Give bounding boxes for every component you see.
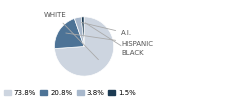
Wedge shape xyxy=(54,17,114,76)
Wedge shape xyxy=(74,17,84,46)
Text: BLACK: BLACK xyxy=(85,23,144,56)
Text: WHITE: WHITE xyxy=(44,12,98,60)
Text: A.I.: A.I. xyxy=(81,22,132,36)
Wedge shape xyxy=(54,18,84,49)
Wedge shape xyxy=(81,17,84,47)
Text: HISPANIC: HISPANIC xyxy=(66,33,153,46)
Legend: 73.8%, 20.8%, 3.8%, 1.5%: 73.8%, 20.8%, 3.8%, 1.5% xyxy=(3,89,137,96)
